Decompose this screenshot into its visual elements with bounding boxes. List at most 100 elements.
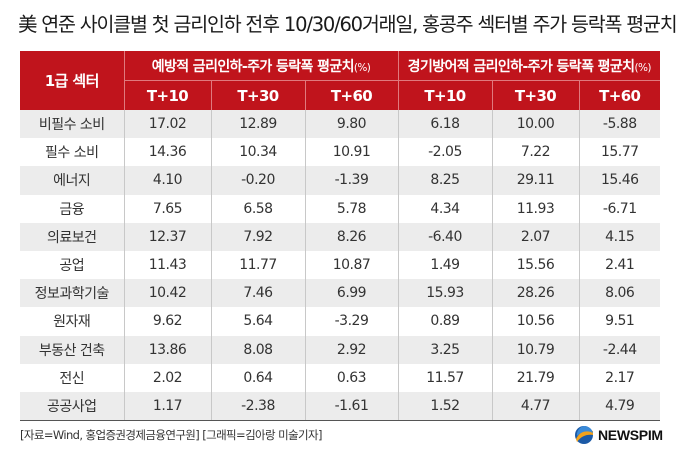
value-cell: -3.29 [305, 307, 399, 336]
value-cell: 29.11 [492, 166, 580, 195]
value-cell: 6.58 [211, 194, 306, 223]
table-row: 금융 7.65 6.58 5.78 4.34 11.93 -6.71 [20, 194, 661, 223]
value-cell: -1.61 [305, 391, 399, 422]
source-caption: [자료=Wind, 홍업증권경제금융연구원] [그래픽=김아랑 미술기자] [20, 428, 322, 442]
value-cell: 17.02 [124, 110, 212, 139]
logo-text: NEWSPIM [598, 427, 663, 443]
sector-cell: 공업 [20, 250, 125, 280]
value-cell: 10.91 [305, 138, 399, 167]
sector-cell: 원자재 [20, 307, 125, 336]
value-cell: 7.92 [211, 222, 306, 251]
value-cell: -2.05 [398, 138, 493, 167]
group-label: 예방적 금리인하-주가 등락폭 평균치 [151, 58, 355, 75]
value-cell: 9.51 [579, 307, 661, 336]
group-header-defensive: 경기방어적 금리인하-주가 등락폭 평균치(%) [398, 51, 661, 81]
unit-label: (%) [634, 61, 651, 74]
sector-cell: 전신 [20, 363, 125, 392]
value-cell: 10.34 [211, 138, 306, 167]
value-cell: 8.26 [305, 222, 399, 251]
value-cell: 15.56 [492, 250, 580, 280]
value-cell: 10.00 [492, 110, 580, 139]
value-cell: 21.79 [492, 363, 580, 392]
value-cell: 4.79 [579, 391, 661, 422]
value-cell: 7.22 [492, 138, 580, 167]
value-cell: 4.10 [124, 166, 212, 195]
value-cell: 10.79 [492, 335, 580, 364]
value-cell: -1.39 [305, 166, 399, 195]
value-cell: 8.08 [211, 335, 306, 364]
sub-header-t60: T+60 [305, 80, 399, 110]
sector-cell: 금융 [20, 194, 125, 223]
newspim-logo: NEWSPIM [573, 425, 663, 445]
value-cell: 2.02 [124, 363, 212, 392]
value-cell: 4.34 [398, 194, 493, 223]
value-cell: 9.80 [305, 110, 399, 139]
value-cell: -2.44 [579, 335, 661, 364]
value-cell: 1.49 [398, 250, 493, 280]
value-cell: 15.46 [579, 166, 661, 195]
value-cell: 6.99 [305, 279, 399, 308]
value-cell: 4.15 [579, 222, 661, 251]
group-header-preventive: 예방적 금리인하-주가 등락폭 평균치(%) [124, 51, 399, 81]
value-cell: -0.20 [211, 166, 306, 195]
table-row: 정보과학기술 10.42 7.46 6.99 15.93 28.26 8.06 [20, 279, 661, 308]
value-cell: 11.43 [124, 250, 212, 280]
sub-header-t30: T+30 [211, 80, 306, 110]
sector-cell: 의료보건 [20, 222, 125, 251]
value-cell: 1.52 [398, 391, 493, 422]
value-cell: -5.88 [579, 110, 661, 139]
value-cell: 15.77 [579, 138, 661, 167]
value-cell: -6.40 [398, 222, 493, 251]
sector-cell: 공공사업 [20, 391, 125, 422]
value-cell: -2.38 [211, 391, 306, 422]
table-row: 비필수 소비 17.02 12.89 9.80 6.18 10.00 -5.88 [20, 110, 661, 139]
sub-header-t30: T+30 [492, 80, 580, 110]
sub-header-t60: T+60 [579, 80, 661, 110]
value-cell: 8.06 [579, 279, 661, 308]
value-cell: 12.89 [211, 110, 306, 139]
sector-returns-table: 1급 섹터 예방적 금리인하-주가 등락폭 평균치(%) 경기방어적 금리인하-… [20, 51, 661, 422]
sub-header-t10: T+10 [124, 80, 212, 110]
group-label: 경기방어적 금리인하-주가 등락폭 평균치 [407, 58, 635, 75]
value-cell: 13.86 [124, 335, 212, 364]
sector-column-header: 1급 섹터 [20, 51, 125, 110]
sector-cell: 비필수 소비 [20, 110, 125, 139]
value-cell: 7.46 [211, 279, 306, 308]
sub-header-t10: T+10 [398, 80, 493, 110]
value-cell: 11.57 [398, 363, 493, 392]
table-row: 의료보건 12.37 7.92 8.26 -6.40 2.07 4.15 [20, 222, 661, 251]
value-cell: 4.77 [492, 391, 580, 422]
value-cell: 9.62 [124, 307, 212, 336]
table-row: 공공사업 1.17 -2.38 -1.61 1.52 4.77 4.79 [20, 391, 661, 422]
value-cell: 11.77 [211, 250, 306, 280]
sector-cell: 에너지 [20, 166, 125, 195]
sector-cell: 부동산 건축 [20, 335, 125, 364]
value-cell: 2.07 [492, 222, 580, 251]
sector-cell: 정보과학기술 [20, 279, 125, 308]
value-cell: 15.93 [398, 279, 493, 308]
value-cell: 10.42 [124, 279, 212, 308]
value-cell: 2.92 [305, 335, 399, 364]
value-cell: 10.87 [305, 250, 399, 280]
value-cell: 5.64 [211, 307, 306, 336]
page-title: 美 연준 사이클별 첫 금리인하 전후 10/30/60거래일, 홍콩주 섹터별… [18, 13, 678, 36]
value-cell: 0.89 [398, 307, 493, 336]
value-cell: 2.41 [579, 250, 661, 280]
table-row: 공업 11.43 11.77 10.87 1.49 15.56 2.41 [20, 250, 661, 280]
value-cell: 6.18 [398, 110, 493, 139]
value-cell: 3.25 [398, 335, 493, 364]
table-row: 에너지 4.10 -0.20 -1.39 8.25 29.11 15.46 [20, 166, 661, 195]
unit-label: (%) [353, 61, 371, 74]
value-cell: 14.36 [124, 138, 212, 167]
table-row: 부동산 건축 13.86 8.08 2.92 3.25 10.79 -2.44 [20, 335, 661, 364]
sector-cell: 필수 소비 [20, 138, 125, 167]
newspim-logo-icon [575, 425, 593, 444]
value-cell: 12.37 [124, 222, 212, 251]
value-cell: 0.63 [305, 363, 399, 392]
value-cell: -6.71 [579, 194, 661, 223]
table-row: 원자재 9.62 5.64 -3.29 0.89 10.56 9.51 [20, 307, 661, 336]
value-cell: 11.93 [492, 194, 580, 223]
table-row: 전신 2.02 0.64 0.63 11.57 21.79 2.17 [20, 363, 661, 392]
value-cell: 7.65 [124, 194, 212, 223]
value-cell: 8.25 [398, 166, 493, 195]
